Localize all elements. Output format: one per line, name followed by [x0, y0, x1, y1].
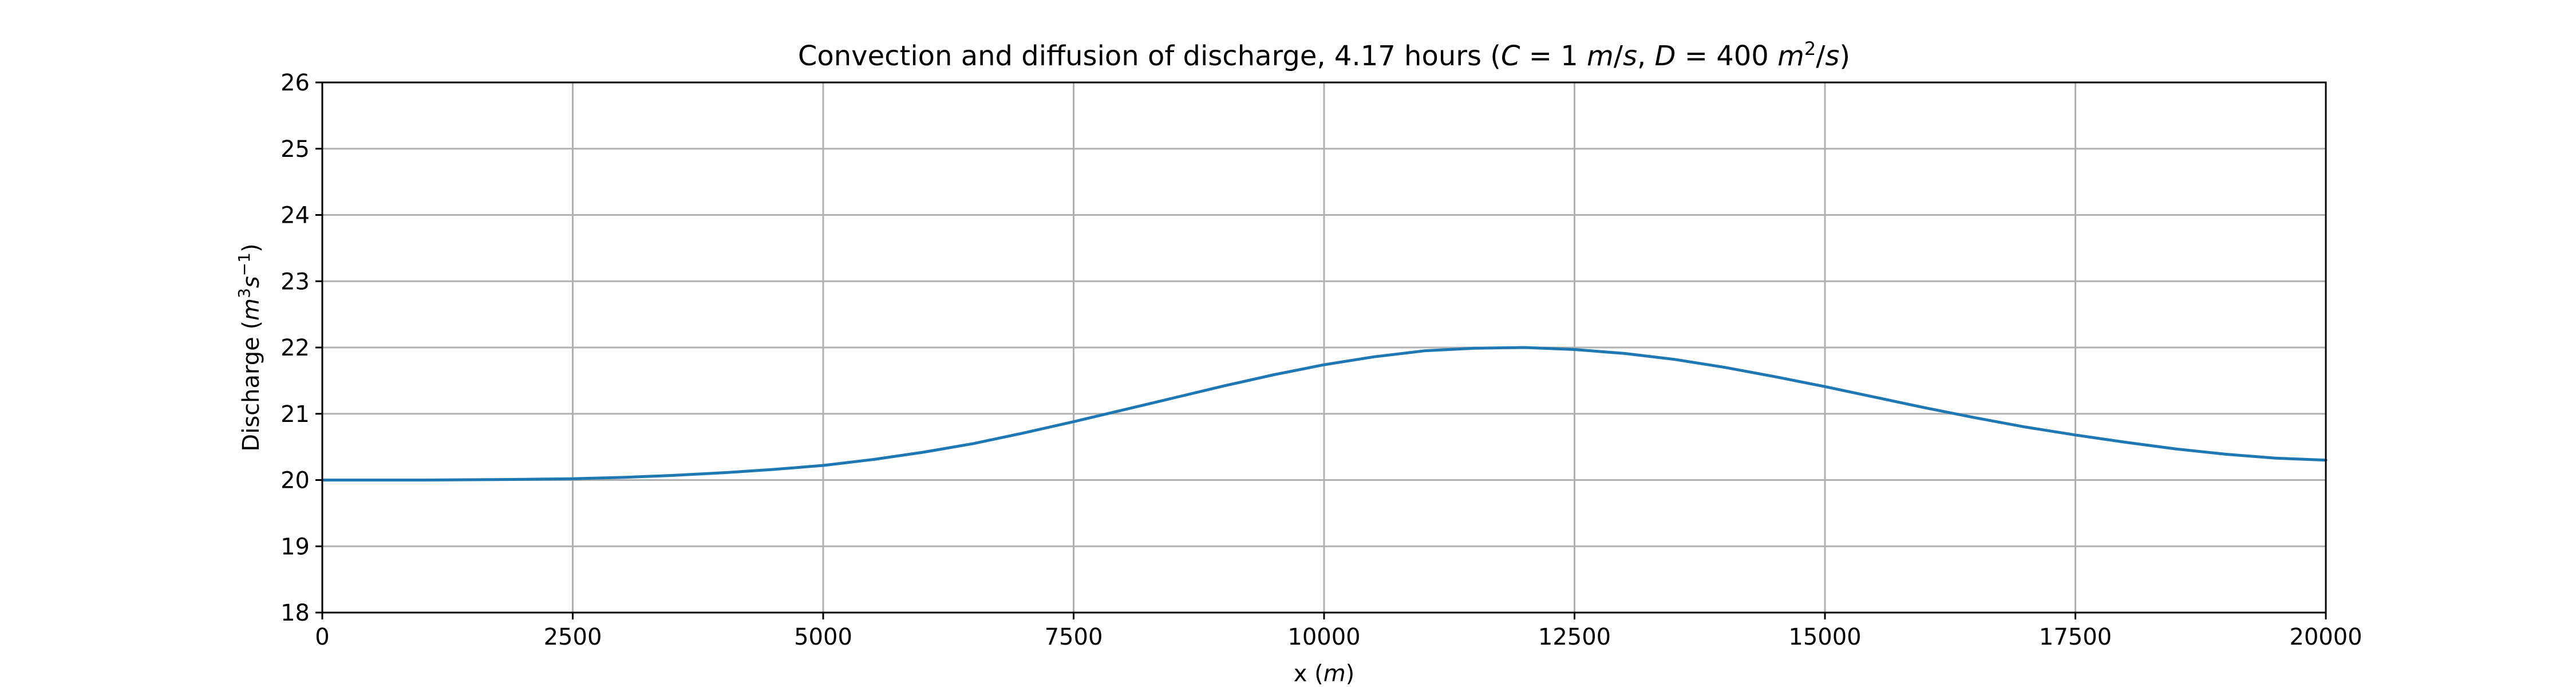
x-tick-label: 5000 [794, 624, 852, 650]
y-tick-label: 22 [280, 335, 310, 361]
y-axis-label: Discharge (m3s−1) [235, 243, 264, 451]
series-group [321, 346, 2328, 481]
y-tick-label: 21 [280, 401, 310, 428]
x-tick-label: 2500 [544, 624, 602, 650]
y-tick-label: 18 [280, 600, 310, 626]
ticks: 0 2500 5000 7500 10000 12500 15000 17500 20000 18… [280, 70, 2362, 650]
x-tick-label: 7500 [1045, 624, 1103, 650]
x-tick-label: 12500 [1538, 624, 1611, 650]
x-axis-label: x (m) [1294, 661, 1355, 687]
x-tick-label: 15000 [1788, 624, 1861, 650]
y-tick-label: 20 [280, 468, 310, 494]
y-tick-label: 25 [280, 136, 310, 163]
y-tick-label: 19 [280, 534, 310, 560]
y-tick-label: 26 [280, 70, 310, 96]
chart-title: Convection and diffusion of discharge, 4… [798, 38, 1850, 72]
y-tick-label: 24 [280, 203, 310, 229]
x-tick-label: 20000 [2289, 624, 2362, 650]
y-tick-label: 23 [280, 269, 310, 295]
grid [321, 81, 2327, 614]
x-tick-label: 17500 [2039, 624, 2112, 650]
series-line-discharge [321, 346, 2328, 481]
x-tick-label: 10000 [1287, 624, 1360, 650]
x-tick-label: 0 [315, 624, 329, 650]
